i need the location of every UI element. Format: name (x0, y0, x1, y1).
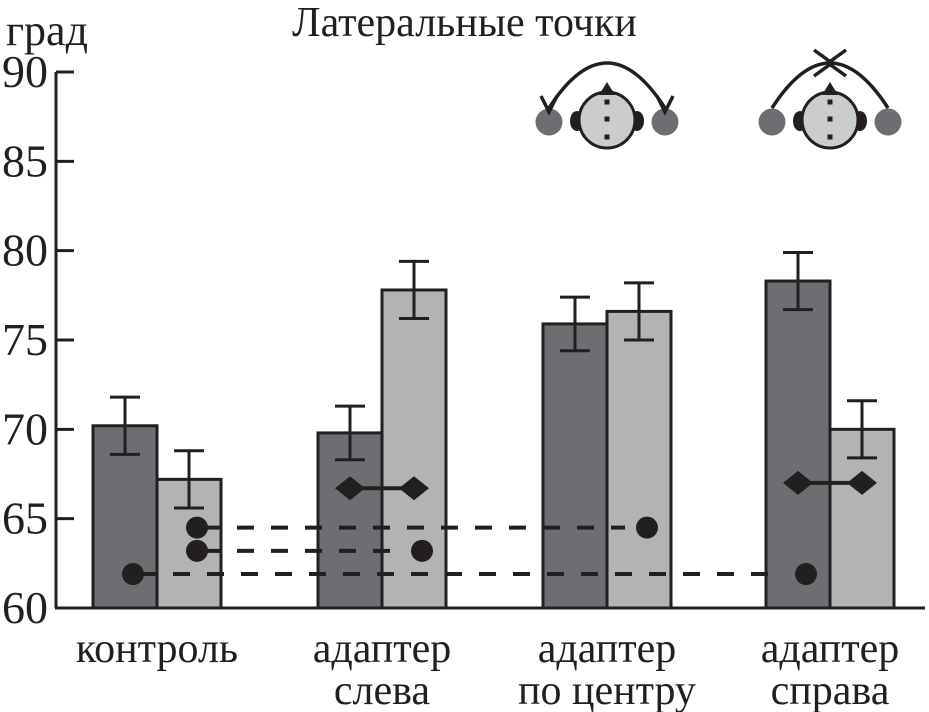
head-speakers-arc-crossed-arrows-icon-part (812, 48, 835, 78)
head-speakers-arc-down-arrows-icon-part (604, 99, 610, 105)
bar-light-bars-g2 (605, 309, 673, 610)
diamond-marker (783, 470, 813, 495)
y-tick-label: 60 (2, 582, 48, 633)
diamond-marker (399, 476, 429, 501)
head-speakers-arc-crossed-arrows-icon (758, 48, 902, 150)
y-tick-label: 85 (2, 135, 48, 186)
x-category-label: адаптер (761, 626, 900, 672)
y-axis-unit-label: град (6, 6, 88, 55)
reference-dot (186, 516, 208, 539)
y-tick-label: 90 (2, 46, 48, 97)
diamond-marker (335, 476, 365, 501)
reference-dot (122, 563, 144, 586)
x-category-label: контроль (76, 626, 238, 672)
head-speakers-arc-down-arrows-icon-part (539, 95, 559, 116)
head-speakers-arc-crossed-arrows-icon-part (758, 108, 786, 136)
y-tick-label: 75 (2, 314, 48, 365)
y-tick-label: 65 (2, 493, 48, 544)
chart-title: Латеральные точки (292, 0, 637, 46)
head-speakers-arc-crossed-arrows-icon-part (874, 108, 902, 136)
x-category-label: адаптер (538, 626, 677, 672)
reference-dot (636, 516, 658, 539)
head-speakers-arc-crossed-arrows-icon-part (822, 82, 838, 95)
head-speakers-arc-down-arrows-icon-part (604, 134, 610, 140)
x-category-label: слева (334, 668, 431, 712)
head-speakers-arc-crossed-arrows-icon-part (825, 48, 848, 78)
head-speakers-arc-down-arrows-icon-part (604, 116, 610, 122)
reference-dot (411, 539, 433, 562)
bar-dark-bars-g2 (541, 322, 609, 610)
bar-dark-bars-g3 (764, 279, 832, 610)
head-speakers-arc-down-arrows-icon-part (547, 61, 667, 109)
head-speakers-arc-down-arrows-icon-part (599, 82, 615, 95)
head-speakers-arc-down-arrows-icon-part (655, 95, 675, 116)
reference-dot (186, 539, 208, 562)
x-category-label: по центру (518, 668, 696, 712)
reference-dot (795, 563, 817, 586)
x-category-label: адаптер (313, 626, 452, 672)
head-speakers-arc-down-arrows-icon (535, 61, 679, 150)
head-speakers-arc-down-arrows-icon-part (651, 108, 679, 136)
head-speakers-arc-crossed-arrows-icon-part (827, 99, 833, 105)
head-speakers-arc-crossed-arrows-icon-part (827, 116, 833, 122)
x-category-label: справа (771, 668, 890, 712)
y-tick-label: 70 (2, 403, 48, 454)
bar-light-bars-g1 (380, 288, 448, 610)
y-tick-label: 80 (2, 225, 48, 276)
head-speakers-arc-crossed-arrows-icon-part (827, 134, 833, 140)
diamond-marker (847, 470, 877, 495)
head-speakers-arc-down-arrows-icon-part (535, 108, 563, 136)
